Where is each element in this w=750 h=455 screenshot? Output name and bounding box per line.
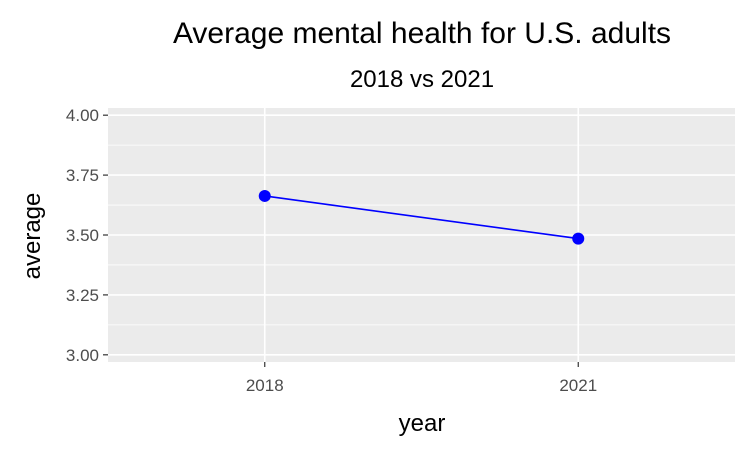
axes: 3.00 3.25 3.50 3.75 4.00 2018 2021 xyxy=(66,106,597,395)
y-tick-label: 4.00 xyxy=(66,106,99,125)
data-point xyxy=(572,232,585,245)
x-tick-label: 2021 xyxy=(559,376,597,395)
x-tick-label: 2018 xyxy=(246,376,284,395)
y-tick-label: 3.00 xyxy=(66,346,99,365)
y-tick-label: 3.75 xyxy=(66,166,99,185)
x-axis-label: year xyxy=(399,410,446,437)
y-tick-label: 3.50 xyxy=(66,226,99,245)
chart-subtitle: 2018 vs 2021 xyxy=(350,66,494,93)
y-tick-label: 3.25 xyxy=(66,286,99,305)
series-line xyxy=(264,195,579,240)
series-layer xyxy=(258,189,585,245)
chart-title: Average mental health for U.S. adults xyxy=(173,17,671,50)
data-point xyxy=(258,189,271,202)
y-axis-label: average xyxy=(19,193,46,280)
